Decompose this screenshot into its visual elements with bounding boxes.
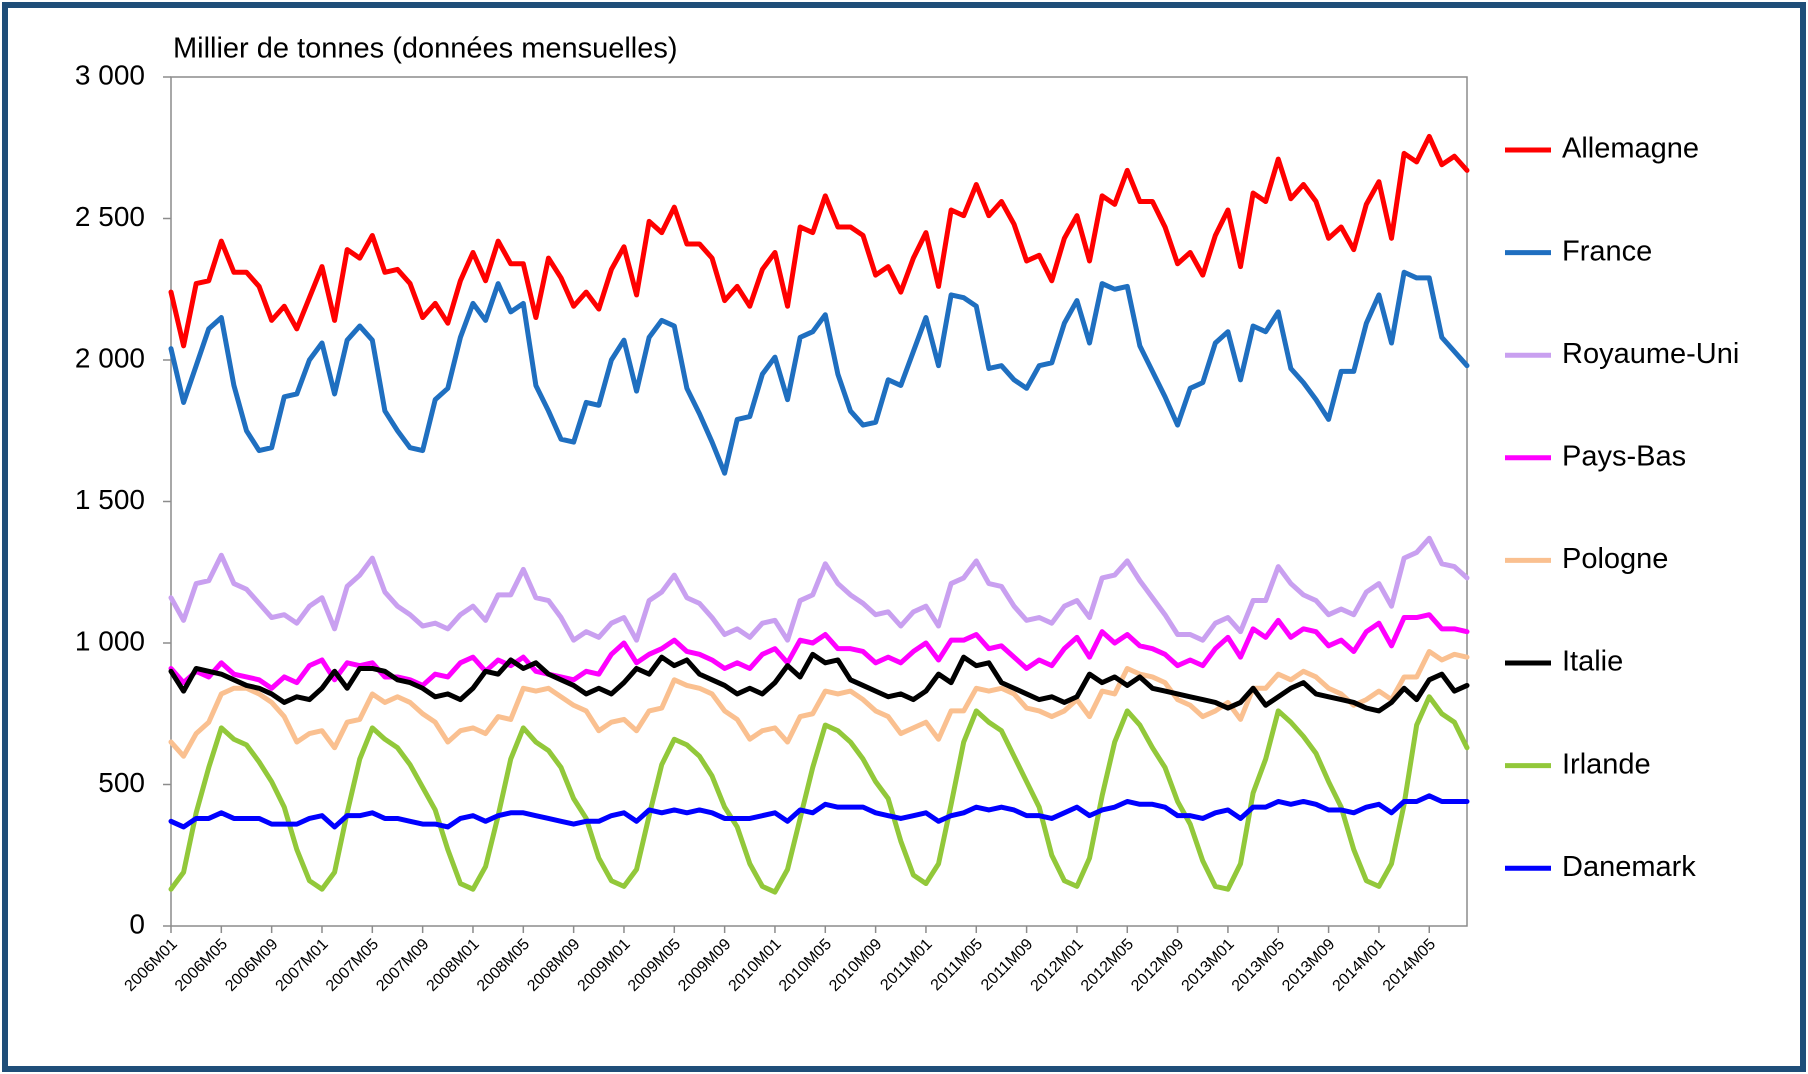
y-tick-label: 0 bbox=[129, 908, 145, 939]
y-tick-label: 1 500 bbox=[75, 484, 145, 515]
legend-label: Danemark bbox=[1562, 851, 1696, 883]
series-line bbox=[168, 612, 1470, 691]
y-tick-label: 2 500 bbox=[75, 201, 145, 232]
legend-label: Pays-Bas bbox=[1562, 440, 1686, 472]
chart-title: Millier de tonnes (données mensuelles) bbox=[173, 33, 678, 65]
legend-label: Italie bbox=[1562, 646, 1623, 678]
y-tick-label: 500 bbox=[98, 767, 145, 798]
legend-label: Pologne bbox=[1562, 543, 1668, 575]
series-line bbox=[168, 694, 1470, 895]
series-line bbox=[168, 651, 1470, 714]
y-tick-label: 2 000 bbox=[75, 342, 145, 373]
legend-label: Irlande bbox=[1562, 748, 1651, 780]
y-tick-label: 1 000 bbox=[75, 625, 145, 656]
series-line bbox=[168, 269, 1470, 476]
series-line bbox=[168, 793, 1470, 830]
legend-label: France bbox=[1562, 235, 1652, 267]
legend-label: Allemagne bbox=[1562, 133, 1699, 165]
y-tick-label: 3 000 bbox=[75, 59, 145, 90]
series-line bbox=[168, 535, 1470, 643]
series-line bbox=[168, 133, 1470, 349]
legend-label: Royaume-Uni bbox=[1562, 338, 1739, 370]
